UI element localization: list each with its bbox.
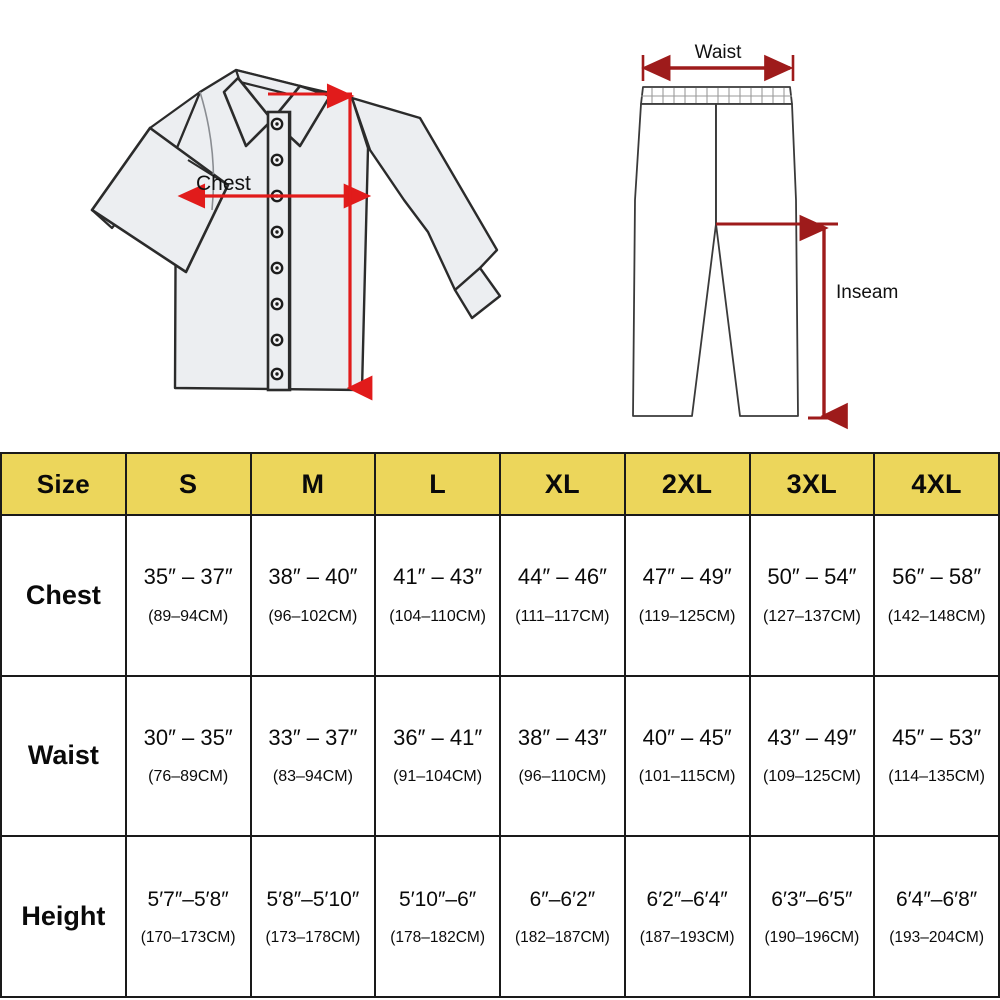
value-cm: (190–196CM)	[764, 928, 860, 946]
value-cm: (89–94CM)	[148, 607, 229, 625]
value-cm: (170–173CM)	[140, 928, 236, 946]
value-cm: (187–193CM)	[639, 928, 735, 946]
shirt-collar-left	[222, 76, 274, 148]
size-table: Size S M L XL 2XL 3XL 4XL Chest 35″ – 37…	[0, 452, 1000, 998]
shirt-right-cuff	[453, 266, 502, 320]
cell-chest-m: 38″ – 40″ (96–102CM)	[249, 514, 377, 677]
cell-waist-2xl: 40″ – 45″ (101–115CM)	[623, 674, 751, 838]
table-row: Height 5′7″–5′8″ (170–173CM) 5′8″–5′10″ …	[0, 835, 1000, 998]
cell-waist-m: 33″ – 37″ (83–94CM)	[249, 674, 377, 838]
cell-height-2xl: 6′2″–6′4″ (187–193CM)	[623, 835, 751, 998]
header-cell-3xl: 3XL	[748, 452, 876, 516]
table-row: Chest 35″ – 37″ (89–94CM) 38″ – 40″ (96–…	[0, 514, 1000, 677]
value-inches: 44″ – 46″	[517, 564, 607, 590]
row-label-chest: Chest	[0, 514, 127, 677]
header-cell-size: Size	[0, 452, 127, 516]
garment-illustrations: Chest	[0, 0, 1000, 452]
value-cm: (111–117CM)	[515, 607, 610, 625]
pants-illustration: Waist Inseam	[632, 42, 898, 430]
value-cm: (114–135CM)	[888, 768, 985, 786]
pants-waistband-elastic	[641, 88, 792, 103]
waist-label: Waist	[695, 42, 743, 63]
value-inches: 50″ – 54″	[767, 564, 857, 590]
value-inches: 38″ – 40″	[268, 564, 358, 590]
row-label-waist: Waist	[0, 674, 127, 838]
value-inches: 56″ – 58″	[892, 564, 982, 590]
cell-chest-s: 35″ – 37″ (89–94CM)	[124, 514, 252, 677]
cell-chest-4xl: 56″ – 58″ (142–148CM)	[873, 514, 1000, 677]
value-inches: 5′10″–6″	[399, 887, 477, 911]
value-cm: (83–94CM)	[272, 768, 353, 786]
size-table-container: Size S M L XL 2XL 3XL 4XL Chest 35″ – 37…	[0, 452, 1000, 1000]
header-cell-m: M	[249, 452, 377, 516]
value-inches: 45″ – 53″	[892, 725, 982, 751]
pants-right-leg	[715, 103, 799, 417]
cell-height-l: 5′10″–6″ (178–182CM)	[374, 835, 501, 998]
cell-height-s: 5′7″–5′8″ (170–173CM)	[124, 835, 252, 998]
header-cell-2xl: 2XL	[623, 452, 751, 516]
header-cell-s: S	[124, 452, 252, 516]
value-inches: 41″ – 43″	[393, 564, 483, 590]
value-inches: 6′4″–6′8″	[896, 887, 978, 911]
value-cm: (178–182CM)	[390, 928, 486, 946]
value-cm: (173–178CM)	[265, 928, 361, 946]
header-cell-4xl: 4XL	[873, 452, 1000, 516]
header-cell-xl: XL	[499, 452, 626, 516]
value-cm: (96–102CM)	[268, 607, 358, 625]
value-inches: 6′3″–6′5″	[771, 887, 853, 911]
value-cm: (96–110CM)	[518, 768, 607, 786]
value-inches: 40″ – 45″	[642, 725, 732, 751]
value-cm: (109–125CM)	[762, 768, 861, 786]
value-inches: 38″ – 43″	[517, 725, 607, 751]
value-cm: (104–110CM)	[389, 607, 486, 625]
row-label-height: Height	[0, 835, 127, 998]
value-inches: 30″ – 35″	[143, 725, 233, 751]
cell-chest-3xl: 50″ – 54″ (127–137CM)	[748, 514, 876, 677]
value-cm: (119–125CM)	[638, 607, 736, 625]
value-inches: 5′7″–5′8″	[147, 887, 229, 911]
value-inches: 35″ – 37″	[143, 564, 233, 590]
pants-left-leg	[632, 103, 717, 417]
cell-height-xl: 6″–6′2″ (182–187CM)	[499, 835, 626, 998]
value-cm: (91–104CM)	[393, 768, 483, 786]
shirt-right-sleeve	[350, 96, 499, 292]
cell-waist-s: 30″ – 35″ (76–89CM)	[124, 674, 252, 838]
value-cm: (142–148CM)	[887, 607, 986, 625]
value-cm: (193–204CM)	[889, 928, 985, 946]
value-inches: 6″–6′2″	[529, 887, 596, 911]
table-header-row: Size S M L XL 2XL 3XL 4XL	[0, 452, 1000, 516]
cell-chest-l: 41″ – 43″ (104–110CM)	[374, 514, 501, 677]
value-cm: (182–187CM)	[514, 928, 610, 946]
chest-label: Chest	[196, 172, 251, 195]
cell-chest-xl: 44″ – 46″ (111–117CM)	[499, 514, 626, 677]
value-inches: 6′2″–6′4″	[646, 887, 728, 911]
cell-height-m: 5′8″–5′10″ (173–178CM)	[249, 835, 377, 998]
cell-height-3xl: 6′3″–6′5″ (190–196CM)	[748, 835, 876, 998]
value-cm: (127–137CM)	[762, 607, 861, 625]
value-inches: 43″ – 49″	[767, 725, 857, 751]
value-inches: 33″ – 37″	[268, 725, 358, 751]
value-cm: (101–115CM)	[638, 768, 736, 786]
cell-waist-xl: 38″ – 43″ (96–110CM)	[499, 674, 626, 838]
cell-height-4xl: 6′4″–6′8″ (193–204CM)	[873, 835, 1000, 998]
cell-waist-4xl: 45″ – 53″ (114–135CM)	[873, 674, 1000, 838]
shirt-illustration: Chest	[90, 68, 502, 401]
cell-waist-3xl: 43″ – 49″ (109–125CM)	[748, 674, 876, 838]
value-inches: 36″ – 41″	[393, 725, 483, 751]
shirt-placket	[266, 110, 292, 392]
cell-waist-l: 36″ – 41″ (91–104CM)	[374, 674, 501, 838]
value-cm: (76–89CM)	[148, 768, 229, 786]
value-inches: 5′8″–5′10″	[266, 887, 360, 911]
table-row: Waist 30″ – 35″ (76–89CM) 33″ – 37″ (83–…	[0, 674, 1000, 838]
inseam-label: Inseam	[836, 282, 898, 303]
cell-chest-2xl: 47″ – 49″ (119–125CM)	[623, 514, 751, 677]
header-cell-l: L	[374, 452, 501, 516]
value-inches: 47″ – 49″	[642, 564, 732, 590]
